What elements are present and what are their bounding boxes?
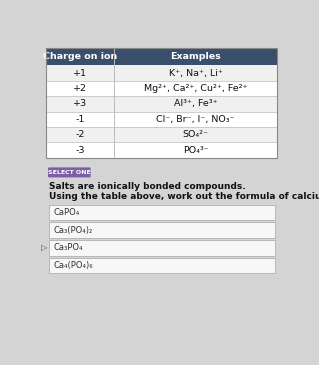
Text: Charge on ion: Charge on ion xyxy=(43,53,117,61)
FancyBboxPatch shape xyxy=(46,112,277,127)
Text: +1: +1 xyxy=(73,69,87,77)
Text: +2: +2 xyxy=(73,84,87,93)
FancyBboxPatch shape xyxy=(46,65,277,81)
Text: Salts are ionically bonded compounds.: Salts are ionically bonded compounds. xyxy=(49,182,246,191)
Text: -1: -1 xyxy=(76,115,85,124)
FancyBboxPatch shape xyxy=(49,222,276,238)
Text: ▷: ▷ xyxy=(41,243,48,252)
Text: CaPO₄: CaPO₄ xyxy=(54,208,80,217)
Text: -2: -2 xyxy=(76,130,85,139)
FancyBboxPatch shape xyxy=(49,240,276,256)
Text: SO₄²⁻: SO₄²⁻ xyxy=(183,130,209,139)
FancyBboxPatch shape xyxy=(46,81,277,96)
Text: Al³⁺, Fe³⁺: Al³⁺, Fe³⁺ xyxy=(174,99,218,108)
Text: Examples: Examples xyxy=(170,53,221,61)
FancyBboxPatch shape xyxy=(49,258,276,273)
Text: Ca₄(PO₄)₆: Ca₄(PO₄)₆ xyxy=(54,261,93,270)
FancyBboxPatch shape xyxy=(46,142,277,158)
FancyBboxPatch shape xyxy=(46,49,277,65)
Text: Cl⁻, Br⁻, I⁻, NO₃⁻: Cl⁻, Br⁻, I⁻, NO₃⁻ xyxy=(156,115,235,124)
Text: PO₄³⁻: PO₄³⁻ xyxy=(183,146,209,154)
Text: +3: +3 xyxy=(73,99,87,108)
FancyBboxPatch shape xyxy=(46,96,277,112)
Text: -3: -3 xyxy=(75,146,85,154)
FancyBboxPatch shape xyxy=(49,205,276,220)
Text: Ca₃PO₄: Ca₃PO₄ xyxy=(54,243,83,252)
FancyBboxPatch shape xyxy=(46,127,277,142)
FancyBboxPatch shape xyxy=(48,168,91,177)
Text: Using the table above, work out the formula of calcium phosphate.: Using the table above, work out the form… xyxy=(49,192,319,201)
Text: Mg²⁺, Ca²⁺, Cu²⁺, Fe²⁺: Mg²⁺, Ca²⁺, Cu²⁺, Fe²⁺ xyxy=(144,84,248,93)
Text: Ca₃(PO₄)₂: Ca₃(PO₄)₂ xyxy=(54,226,93,235)
Text: K⁺, Na⁺, Li⁺: K⁺, Na⁺, Li⁺ xyxy=(169,69,223,77)
Text: SELECT ONE: SELECT ONE xyxy=(48,170,91,175)
